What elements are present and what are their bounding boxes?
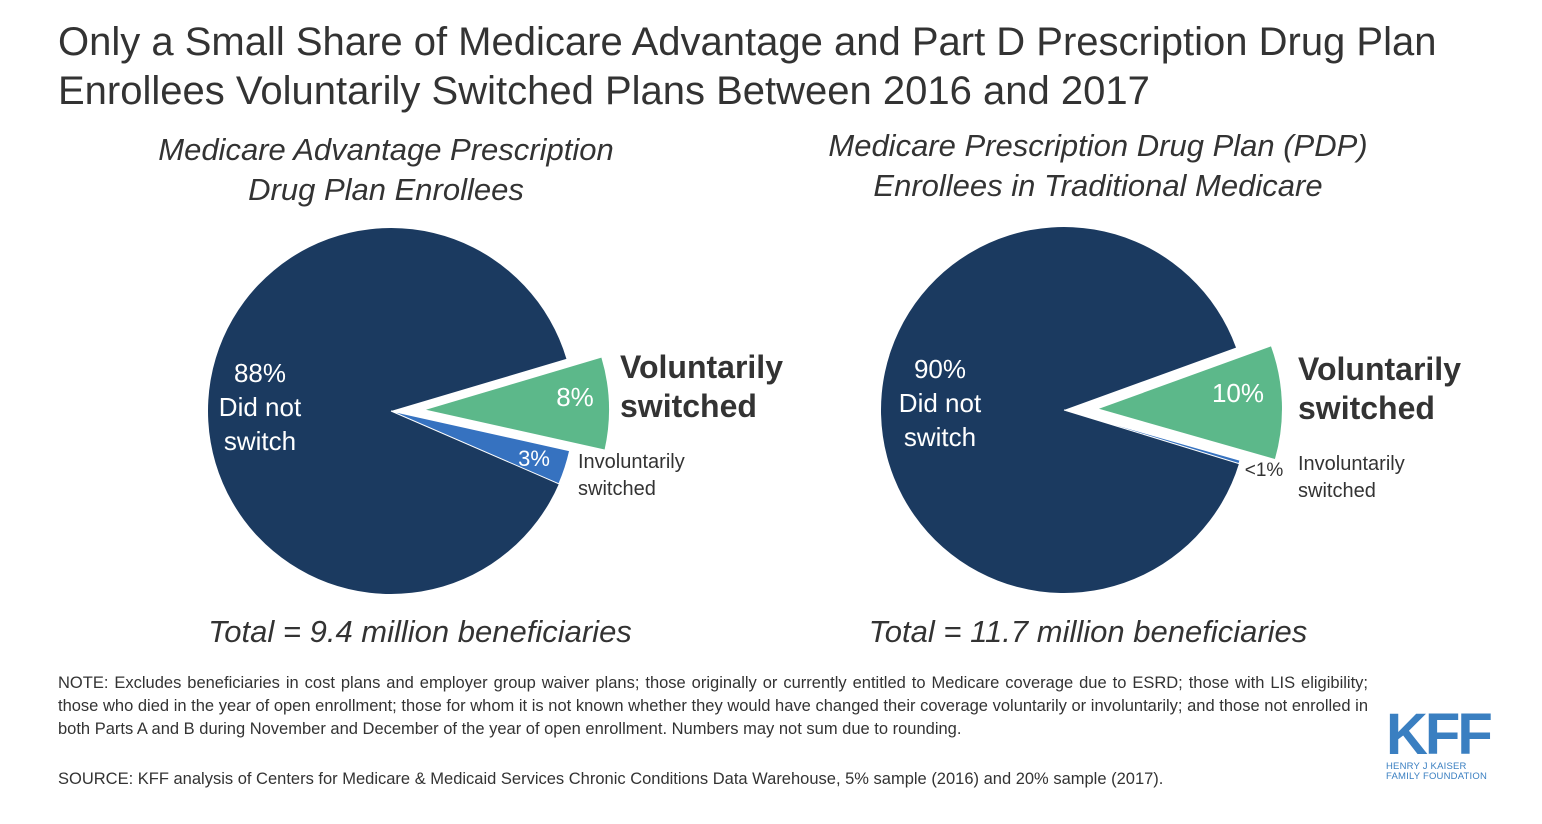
- annotation-involuntarily-switched: Involuntarily switched: [578, 451, 685, 500]
- label-voluntarily-switched: 8%: [556, 382, 594, 412]
- left-total-label: Total = 9.4 million beneficiaries: [208, 614, 632, 649]
- label-did-not-switch: 90% Did not switch: [899, 354, 982, 452]
- label-did-not-switch: 88% Did not switch: [219, 358, 302, 456]
- label-voluntarily-switched: 10%: [1212, 378, 1264, 408]
- kff-logo-mark: KFF: [1386, 702, 1493, 767]
- kff-logo: KFF HENRY J KAISER FAMILY FOUNDATION: [1386, 702, 1504, 782]
- pie-chart-2: [880, 226, 1282, 593]
- right-total-label: Total = 11.7 million beneficiaries: [868, 614, 1308, 649]
- chart-title: Only a Small Share of Medicare Advantage…: [58, 20, 1437, 113]
- source-note: SOURCE: KFF analysis of Centers for Medi…: [58, 770, 1164, 788]
- kff-logo-line2: FAMILY FOUNDATION: [1386, 771, 1488, 782]
- annotation-involuntarily-switched: Involuntarily switched: [1298, 453, 1405, 502]
- slice-voluntarily-switched: [1098, 346, 1282, 460]
- pie-chart-1: [207, 227, 609, 594]
- label-involuntarily-switched: 3%: [518, 446, 550, 471]
- slice-voluntarily-switched: [425, 357, 609, 450]
- annotation-voluntarily-switched: Voluntarily switched: [620, 349, 783, 424]
- slice-involuntarily-switched: [1063, 409, 1241, 465]
- slice-did-not-switch: [880, 226, 1239, 593]
- slice-did-not-switch: [207, 227, 567, 594]
- left-chart-subtitle: Medicare Advantage Prescription Drug Pla…: [158, 132, 614, 207]
- slice-involuntarily-switched: [390, 410, 571, 485]
- annotation-voluntarily-switched: Voluntarily switched: [1298, 351, 1461, 426]
- footnote: NOTE: Excludes beneficiaries in cost pla…: [58, 674, 1368, 738]
- kff-logo-line1: HENRY J KAISER: [1386, 761, 1467, 772]
- right-chart-subtitle: Medicare Prescription Drug Plan (PDP) En…: [828, 128, 1368, 203]
- label-involuntarily-switched: <1%: [1245, 460, 1284, 481]
